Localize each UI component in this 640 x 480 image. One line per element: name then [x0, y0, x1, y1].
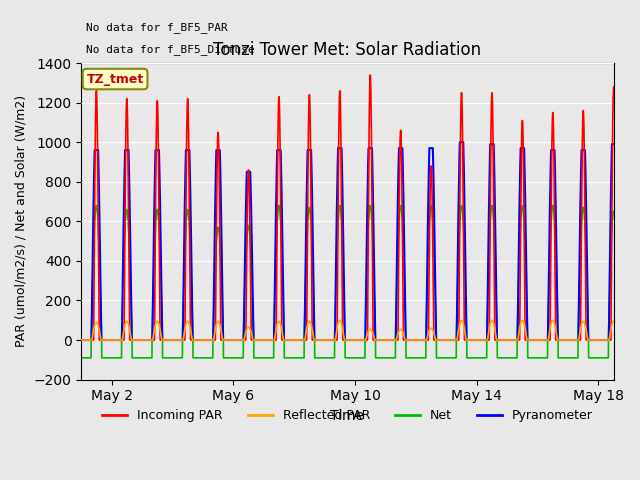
Text: No data for f_BF5_PAR: No data for f_BF5_PAR [86, 22, 228, 33]
Text: TZ_tmet: TZ_tmet [86, 72, 144, 85]
Text: No data for f_BF5_Diffuse: No data for f_BF5_Diffuse [86, 44, 255, 55]
X-axis label: Time: Time [330, 409, 364, 423]
Y-axis label: PAR (umol/m2/s) / Net and Solar (W/m2): PAR (umol/m2/s) / Net and Solar (W/m2) [15, 95, 28, 348]
Title: Tonzi Tower Met: Solar Radiation: Tonzi Tower Met: Solar Radiation [213, 41, 481, 59]
Legend: Incoming PAR, Reflected PAR, Net, Pyranometer: Incoming PAR, Reflected PAR, Net, Pyrano… [97, 404, 598, 427]
